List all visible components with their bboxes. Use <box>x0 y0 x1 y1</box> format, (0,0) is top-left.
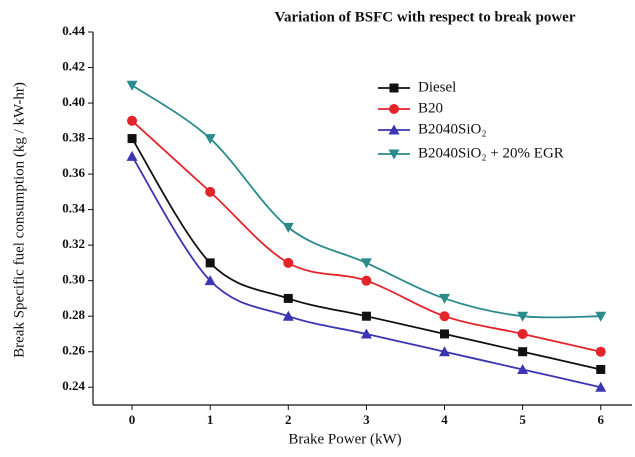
marker <box>517 328 528 339</box>
x-tick-label: 5 <box>519 412 526 427</box>
legend-marker <box>388 149 400 160</box>
y-tick-label: 0.36 <box>62 165 85 180</box>
marker <box>205 186 216 197</box>
marker <box>127 134 137 144</box>
marker <box>595 381 607 392</box>
marker <box>204 134 216 145</box>
legend-label: Diesel <box>418 79 456 95</box>
marker <box>283 293 293 303</box>
y-tick-label: 0.30 <box>62 272 85 287</box>
legend-marker <box>389 104 399 114</box>
y-tick-label: 0.40 <box>62 94 85 109</box>
legend-label: B20 <box>418 100 443 116</box>
y-axis-label: Break Specific fuel consumption (kg / kW… <box>11 82 27 358</box>
x-tick-label: 1 <box>207 412 214 427</box>
marker <box>595 311 607 322</box>
marker <box>439 346 451 357</box>
marker <box>360 258 372 269</box>
marker <box>126 80 138 91</box>
marker <box>361 311 371 321</box>
x-tick-label: 0 <box>129 412 136 427</box>
marker <box>439 293 451 304</box>
y-tick-label: 0.42 <box>62 59 85 74</box>
marker <box>283 257 294 268</box>
x-axis-label: Brake Power (kW) <box>288 431 401 447</box>
marker <box>517 363 529 374</box>
x-tick-label: 2 <box>285 412 292 427</box>
x-tick-label: 6 <box>598 412 605 427</box>
legend-marker <box>388 124 400 135</box>
marker <box>204 275 216 286</box>
marker <box>282 222 294 233</box>
marker <box>517 311 529 322</box>
marker <box>282 310 294 321</box>
legend-label: B2040SiO₂ <box>418 121 487 137</box>
legend-label: B2040SiO₂ + 20% EGR <box>418 145 564 161</box>
marker <box>596 364 606 374</box>
y-tick-label: 0.28 <box>62 307 85 322</box>
marker <box>439 311 450 322</box>
marker <box>595 346 606 357</box>
marker <box>126 150 138 161</box>
chart-title: Variation of BSFC with respect to break … <box>275 9 576 25</box>
marker <box>205 258 215 268</box>
marker <box>127 115 138 126</box>
legend-marker <box>389 83 399 93</box>
y-tick-label: 0.34 <box>62 201 85 216</box>
marker <box>360 328 372 339</box>
x-tick-label: 3 <box>363 412 370 427</box>
marker <box>361 275 372 286</box>
y-tick-label: 0.38 <box>62 130 85 145</box>
y-tick-label: 0.26 <box>62 343 85 358</box>
marker <box>440 329 450 339</box>
y-tick-label: 0.32 <box>62 236 85 251</box>
y-tick-label: 0.24 <box>62 378 85 393</box>
y-tick-label: 0.44 <box>62 23 85 38</box>
marker <box>518 347 528 357</box>
x-tick-label: 4 <box>441 412 448 427</box>
